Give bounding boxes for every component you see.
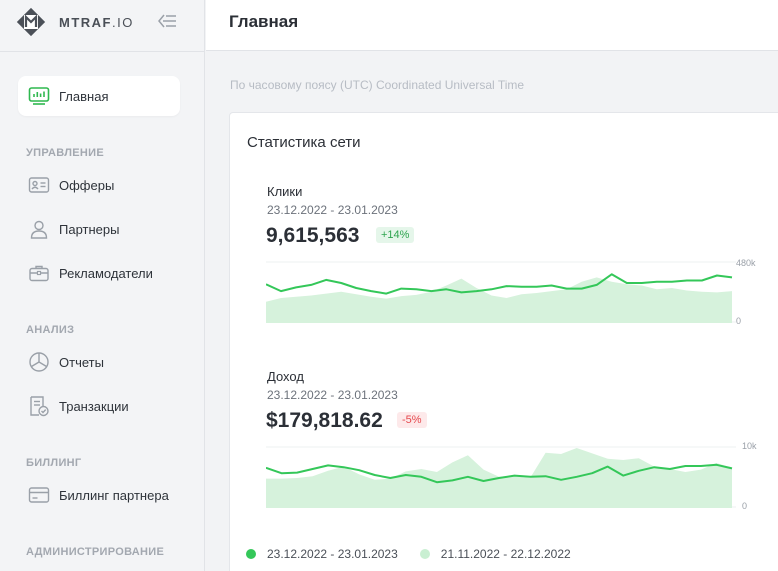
network-stats-card: Статистика сети Клики 23.12.2022 - 23.01… [229, 112, 778, 571]
revenue-value: $179,818.62 [266, 409, 383, 432]
section-title-analysis: АНАЛИЗ [26, 324, 75, 336]
clicks-y-max-label: 480k [736, 258, 756, 268]
credit-card-icon [28, 487, 50, 503]
legend-item-previous[interactable]: 21.11.2022 - 22.12.2022 [419, 547, 571, 561]
offer-card-icon [28, 177, 50, 193]
sidebar-item-reports[interactable]: Отчеты [18, 342, 180, 382]
section-title-management: УПРАВЛЕНИЕ [26, 147, 104, 159]
legend-previous-dot [419, 549, 430, 559]
sidebar-item-label: Транзакции [59, 398, 129, 414]
sidebar-item-label: Офферы [59, 177, 115, 193]
card-title: Статистика сети [247, 134, 361, 151]
legend-current-dot [246, 549, 256, 559]
sidebar-item-home[interactable]: Главная [18, 76, 180, 116]
revenue-title: Доход [267, 369, 304, 384]
revenue-chart[interactable] [266, 446, 766, 508]
sidebar-item-advertisers[interactable]: Рекламодатели [18, 253, 180, 293]
section-title-billing: БИЛЛИНГ [26, 457, 82, 469]
sidebar-item-label: Партнеры [59, 221, 120, 237]
section-title-admin: АДМИНИСТРИРОВАНИЕ [26, 546, 165, 558]
sidebar-item-offers[interactable]: Офферы [18, 165, 180, 205]
collapse-sidebar-icon[interactable] [157, 12, 177, 30]
revenue-y-max-label: 10k [742, 441, 757, 451]
sidebar: MTRAF.IO Главная УПРАВЛЕНИЕ Офферы [0, 0, 205, 571]
clicks-value: 9,615,563 [266, 224, 360, 247]
document-check-icon [30, 396, 49, 417]
clicks-date-range: 23.12.2022 - 23.01.2023 [267, 203, 398, 217]
briefcase-icon [29, 265, 49, 282]
series-line-current [266, 273, 733, 295]
sidebar-item-label: Отчеты [59, 354, 104, 370]
revenue-date-range: 23.12.2022 - 23.01.2023 [267, 388, 398, 402]
clicks-change-badge: +14% [376, 227, 415, 243]
legend-item-current[interactable]: 23.12.2022 - 23.01.2023 [246, 547, 398, 561]
clicks-title: Клики [267, 184, 303, 199]
legend-previous-label: 21.11.2022 - 22.12.2022 [440, 547, 571, 561]
sidebar-header-divider [0, 51, 205, 52]
brand-name: MTRAF.IO [59, 14, 134, 30]
page-title: Главная [229, 12, 299, 31]
chart-legend: 23.12.2022 - 23.01.2023 21.11.2022 - 22.… [246, 547, 593, 561]
user-icon [30, 220, 48, 239]
sidebar-item-partners[interactable]: Партнеры [18, 209, 180, 249]
series-line-current [266, 463, 733, 484]
timezone-note: По часовому поясу (UTC) Coordinated Univ… [230, 78, 525, 92]
sidebar-item-transactions[interactable]: Транзакции [18, 386, 180, 426]
sidebar-item-label: Рекламодатели [59, 265, 153, 281]
top-bar: Главная [206, 0, 778, 51]
pie-chart-icon [29, 352, 49, 372]
series-area-previous [266, 277, 732, 323]
revenue-change-badge: -5% [397, 412, 427, 428]
revenue-y-min-label: 0 [742, 501, 748, 511]
mtraf-logo-icon [16, 7, 46, 37]
clicks-chart[interactable] [266, 261, 766, 323]
sidebar-item-label: Главная [59, 88, 109, 104]
brand[interactable]: MTRAF.IO [16, 6, 134, 38]
legend-current-label: 23.12.2022 - 23.01.2023 [267, 547, 398, 561]
sidebar-item-label: Биллинг партнера [59, 487, 169, 503]
dashboard-icon [28, 87, 50, 105]
sidebar-item-partner-billing[interactable]: Биллинг партнера [18, 475, 180, 515]
clicks-y-min-label: 0 [736, 316, 742, 326]
